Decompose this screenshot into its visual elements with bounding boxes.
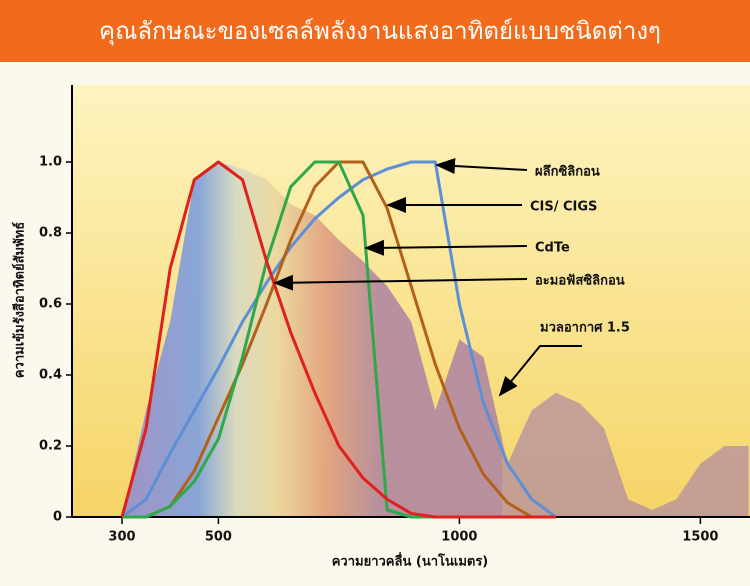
y-tick-label: 0 <box>53 510 62 525</box>
x-tick-label: 1000 <box>441 530 477 545</box>
series-label: ผลึกซิลิกอน <box>535 164 600 180</box>
series-label: CdTe <box>535 241 570 256</box>
y-axis-label: ความเข้มรังสีอาทิตย์สัมพัทธ์ <box>12 222 28 378</box>
series-line <box>121 160 557 519</box>
x-axis-label: ความยาวคลื่น (นาโนเมตร) <box>332 552 489 570</box>
label-arrow <box>273 274 528 291</box>
label-arrow <box>498 345 582 397</box>
series-label: CIS/ CIGS <box>530 200 597 215</box>
series-label: อะมอฟัสซิลิกอน <box>535 274 625 289</box>
label-arrow <box>435 158 528 174</box>
title-banner <box>0 0 750 62</box>
x-tick-label: 300 <box>108 530 135 545</box>
x-tick-label: 1500 <box>682 530 718 545</box>
spectrum-label: มวลอากาศ 1.5 <box>540 321 630 336</box>
y-tick-label: 0.4 <box>39 368 62 383</box>
label-arrow <box>364 239 528 256</box>
y-tick-label: 0.6 <box>39 297 62 312</box>
x-tick-label: 500 <box>205 530 232 545</box>
y-tick-label: 0.8 <box>39 226 62 241</box>
y-tick-label: 1.0 <box>39 155 62 170</box>
series-line <box>120 160 556 519</box>
y-tick-label: 0.2 <box>39 439 62 454</box>
chart-title: คุณลักษณะของเซลล์พลังงานแสงอาทิตย์แบบชนิ… <box>99 17 661 46</box>
